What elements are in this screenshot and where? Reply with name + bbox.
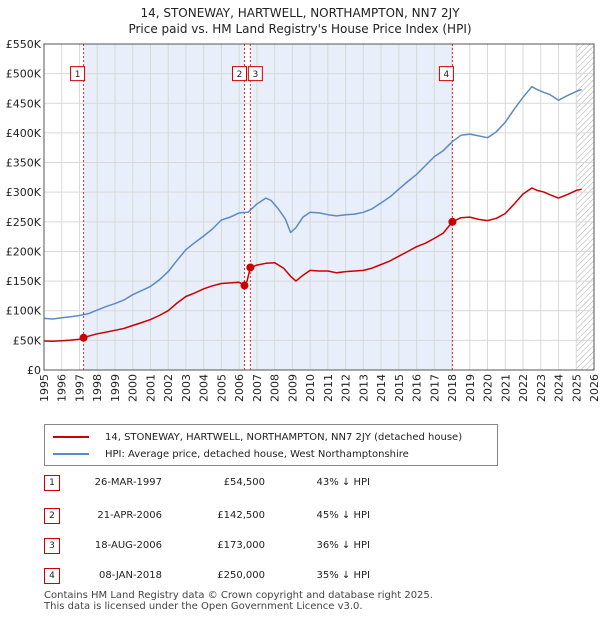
legend-item-hpi: HPI: Average price, detached house, West… <box>53 446 409 462</box>
transaction-hpi: 45% ↓ HPI <box>316 510 370 521</box>
x-tick-label: 2020 <box>482 374 495 402</box>
y-tick-label: £400K <box>6 127 42 140</box>
forecast-hatch <box>576 44 594 370</box>
legend-swatch-property <box>53 436 89 438</box>
y-tick-label: £450K <box>6 97 42 110</box>
y-tick-label: £250K <box>6 216 42 229</box>
x-tick-label: 2012 <box>340 374 353 402</box>
x-tick-label: 2009 <box>286 374 299 402</box>
marker-label-box: 3 <box>247 66 263 82</box>
marker-label-box: 2 <box>231 66 247 82</box>
transaction-price: £173,000 <box>217 540 265 551</box>
x-tick-label: 2019 <box>464 374 477 402</box>
sale-point <box>79 333 88 342</box>
x-tick-label: 2010 <box>304 374 317 402</box>
sale-point <box>246 263 255 272</box>
transaction-price: £250,000 <box>217 570 265 581</box>
transaction-row: 2 21-APR-2006 £142,500 45% ↓ HPI <box>0 507 600 527</box>
marker-number: 2 <box>237 70 243 80</box>
x-tick-label: 2015 <box>393 374 406 402</box>
chart-title-line1: 14, STONEWAY, HARTWELL, NORTHAMPTON, NN7… <box>140 6 460 20</box>
legend-swatch-hpi <box>53 453 89 455</box>
transaction-price: £54,500 <box>223 477 265 488</box>
footer-copyright: Contains HM Land Registry data © Crown c… <box>44 590 433 601</box>
hpi-series-line <box>43 85 582 320</box>
marker-label-box: 1 <box>70 66 86 82</box>
transaction-row: 4 08-JAN-2018 £250,000 35% ↓ HPI <box>0 567 600 587</box>
transaction-number: 2 <box>44 508 60 524</box>
ownership-shade <box>83 44 245 370</box>
chart-title-line2: Price paid vs. HM Land Registry's House … <box>128 22 472 36</box>
y-tick-label: £500K <box>6 68 42 81</box>
transaction-date: 18-AUG-2006 <box>94 540 162 551</box>
x-tick-label: 1996 <box>56 374 69 402</box>
marker-number: 4 <box>444 70 450 80</box>
transaction-hpi: 36% ↓ HPI <box>316 540 370 551</box>
marker-box <box>231 66 247 82</box>
x-tick-label: 2011 <box>322 374 335 402</box>
transaction-date: 21-APR-2006 <box>97 510 162 521</box>
marker-label-box: 4 <box>438 66 454 82</box>
x-tick-label: 1995 <box>38 374 51 402</box>
y-tick-label: £50K <box>13 334 42 347</box>
legend-label-hpi: HPI: Average price, detached house, West… <box>105 448 409 460</box>
legend-label-property: 14, STONEWAY, HARTWELL, NORTHAMPTON, NN7… <box>105 431 463 443</box>
x-tick-label: 2000 <box>127 374 140 402</box>
transaction-hpi: 43% ↓ HPI <box>316 477 370 488</box>
y-tick-label: £550K <box>6 38 42 51</box>
x-tick-label: 2014 <box>375 374 388 402</box>
marker-box <box>70 66 86 82</box>
x-tick-label: 2008 <box>269 374 282 402</box>
marker-number: 1 <box>75 70 81 80</box>
y-tick-label: £150K <box>6 275 42 288</box>
x-tick-label: 2013 <box>357 374 370 402</box>
transaction-date: 08-JAN-2018 <box>98 570 162 581</box>
y-tick-label: £300K <box>6 186 42 199</box>
transaction-hpi: 35% ↓ HPI <box>316 570 370 581</box>
transaction-number: 4 <box>44 568 60 584</box>
x-tick-label: 2002 <box>162 374 175 402</box>
legend: 14, STONEWAY, HARTWELL, NORTHAMPTON, NN7… <box>44 424 498 466</box>
x-tick-label: 2003 <box>180 374 193 402</box>
ownership-shade <box>250 44 453 370</box>
x-tick-label: 2025 <box>570 374 583 402</box>
x-tick-label: 2021 <box>499 374 512 402</box>
marker-box <box>247 66 263 82</box>
x-tick-label: 2023 <box>535 374 548 402</box>
x-tick-label: 2004 <box>198 374 211 402</box>
transaction-number: 3 <box>44 538 60 554</box>
x-tick-label: 1998 <box>91 374 104 402</box>
transaction-price: £142,500 <box>217 510 265 521</box>
y-tick-label: £350K <box>6 157 42 170</box>
x-tick-label: 2017 <box>428 374 441 402</box>
x-tick-label: 2006 <box>233 374 246 402</box>
x-tick-label: 2018 <box>446 374 459 402</box>
x-tick-label: 2007 <box>251 374 264 402</box>
x-tick-label: 2026 <box>588 374 600 402</box>
y-tick-label: £200K <box>6 245 42 258</box>
marker-box <box>438 66 454 82</box>
legend-item-property: 14, STONEWAY, HARTWELL, NORTHAMPTON, NN7… <box>53 429 462 445</box>
x-tick-label: 1997 <box>73 374 86 402</box>
transaction-row: 1 26-MAR-1997 £54,500 43% ↓ HPI <box>0 474 600 494</box>
x-tick-label: 2001 <box>144 374 157 402</box>
transaction-row: 3 18-AUG-2006 £173,000 36% ↓ HPI <box>0 537 600 557</box>
transaction-number: 1 <box>44 475 60 491</box>
footer-licence: This data is licensed under the Open Gov… <box>44 601 363 612</box>
x-tick-label: 2022 <box>517 374 530 402</box>
sale-point <box>240 281 249 290</box>
x-tick-label: 1999 <box>109 374 122 402</box>
marker-number: 3 <box>252 70 258 80</box>
transaction-date: 26-MAR-1997 <box>94 477 162 488</box>
x-tick-label: 2024 <box>553 374 566 402</box>
y-tick-label: £100K <box>6 305 42 318</box>
plot-frame <box>43 43 595 371</box>
y-tick-label: £0 <box>27 364 41 377</box>
sale-point <box>448 217 457 226</box>
property-series-line <box>43 187 582 343</box>
x-tick-label: 2005 <box>215 374 228 402</box>
x-tick-label: 2016 <box>411 374 424 402</box>
